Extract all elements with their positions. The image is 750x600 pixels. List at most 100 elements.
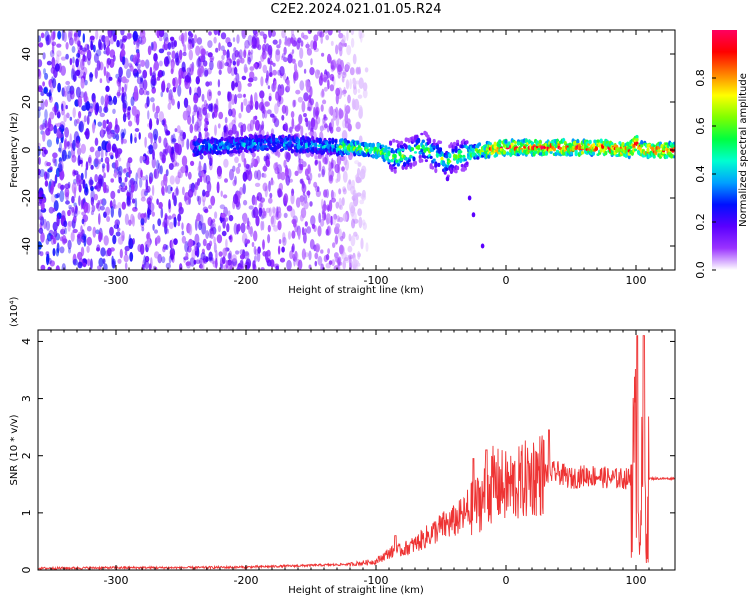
noise-speckle <box>98 159 102 165</box>
noise-speckle <box>199 257 203 266</box>
noise-speckle <box>105 206 111 216</box>
band-cell <box>549 150 553 154</box>
noise-speckle <box>102 119 107 129</box>
band-cell <box>334 139 338 144</box>
band-cell <box>281 134 285 139</box>
noise-speckle <box>209 60 214 71</box>
noise-speckle <box>168 93 173 104</box>
band-cell <box>465 140 469 145</box>
noise-speckle <box>193 103 198 113</box>
noise-speckle <box>122 168 127 174</box>
noise-speckle <box>235 250 240 255</box>
noise-speckle <box>216 165 222 177</box>
spectrogram-y-tick-label: -20 <box>20 189 33 207</box>
noise-speckle <box>57 30 62 40</box>
noise-speckle <box>217 90 221 96</box>
noise-speckle <box>49 50 55 58</box>
noise-speckle <box>158 201 163 209</box>
noise-speckle <box>86 115 90 125</box>
noise-speckle <box>67 220 73 227</box>
noise-speckle <box>360 32 363 43</box>
band-cell <box>409 162 413 167</box>
noise-speckle <box>145 174 149 182</box>
noise-speckle <box>166 228 169 234</box>
band-cell <box>454 154 458 160</box>
noise-speckle <box>228 235 232 240</box>
noise-speckle <box>275 48 281 56</box>
band-cell <box>398 148 402 153</box>
noise-speckle <box>314 260 318 267</box>
noise-speckle <box>141 226 145 232</box>
noise-speckle <box>157 218 162 227</box>
noise-speckle <box>156 76 161 81</box>
noise-speckle <box>250 49 254 55</box>
noise-speckle <box>106 216 111 222</box>
noise-speckle <box>272 207 277 218</box>
band-cell <box>576 139 580 145</box>
noise-speckle <box>168 255 172 264</box>
band-cell <box>428 139 432 144</box>
noise-speckle <box>38 227 44 234</box>
noise-speckle <box>95 202 99 209</box>
noise-speckle <box>136 71 139 78</box>
noise-speckle <box>266 158 271 168</box>
noise-speckle <box>281 114 285 121</box>
band-cell <box>513 141 518 144</box>
noise-speckle <box>160 180 165 188</box>
band-cell <box>432 145 436 149</box>
noise-speckle <box>154 111 159 119</box>
noise-speckle <box>351 98 356 110</box>
noise-speckle <box>338 109 344 119</box>
band-cell <box>662 147 666 151</box>
noise-speckle <box>321 52 325 57</box>
noise-speckle <box>254 100 259 110</box>
noise-speckle <box>197 56 201 68</box>
noise-speckle <box>76 177 81 187</box>
noise-speckle <box>98 105 103 114</box>
noise-speckle <box>140 213 146 219</box>
noise-speckle <box>344 42 347 48</box>
noise-speckle <box>38 106 42 111</box>
noise-speckle <box>275 50 281 62</box>
noise-speckle <box>52 78 57 89</box>
noise-speckle <box>59 121 66 129</box>
noise-speckle <box>52 207 56 212</box>
noise-speckle <box>281 246 285 253</box>
noise-speckle <box>229 168 234 181</box>
noise-speckle <box>68 204 73 210</box>
noise-speckle <box>318 30 323 38</box>
noise-speckle <box>227 261 233 270</box>
noise-speckle <box>307 120 311 131</box>
noise-speckle <box>342 231 346 239</box>
noise-speckle <box>63 85 68 97</box>
noise-speckle <box>307 189 310 199</box>
noise-speckle <box>168 221 174 230</box>
noise-speckle <box>329 84 335 92</box>
noise-speckle <box>337 256 342 267</box>
noise-speckle <box>339 46 343 57</box>
noise-speckle <box>210 155 213 164</box>
noise-speckle <box>106 57 112 66</box>
noise-speckle <box>128 219 132 226</box>
noise-speckle <box>94 67 98 79</box>
noise-speckle <box>216 60 222 70</box>
noise-speckle <box>295 197 301 208</box>
noise-speckle <box>116 166 121 171</box>
band-cell <box>672 146 675 151</box>
noise-speckle <box>223 247 228 257</box>
noise-speckle <box>130 133 133 144</box>
band-cell <box>493 145 497 150</box>
colorbar-tick-label: 0.2 <box>694 213 707 231</box>
noise-speckle <box>115 133 120 141</box>
spectrogram-x-tick-label: 0 <box>503 274 510 287</box>
noise-speckle <box>195 45 201 56</box>
noise-speckle <box>134 128 140 132</box>
noise-speckle <box>286 205 293 212</box>
noise-speckle <box>265 207 271 213</box>
noise-speckle <box>75 140 81 149</box>
noise-speckle <box>75 53 81 58</box>
noise-speckle <box>309 201 313 207</box>
noise-speckle <box>335 201 340 209</box>
noise-speckle <box>166 55 171 65</box>
noise-speckle <box>170 68 174 75</box>
